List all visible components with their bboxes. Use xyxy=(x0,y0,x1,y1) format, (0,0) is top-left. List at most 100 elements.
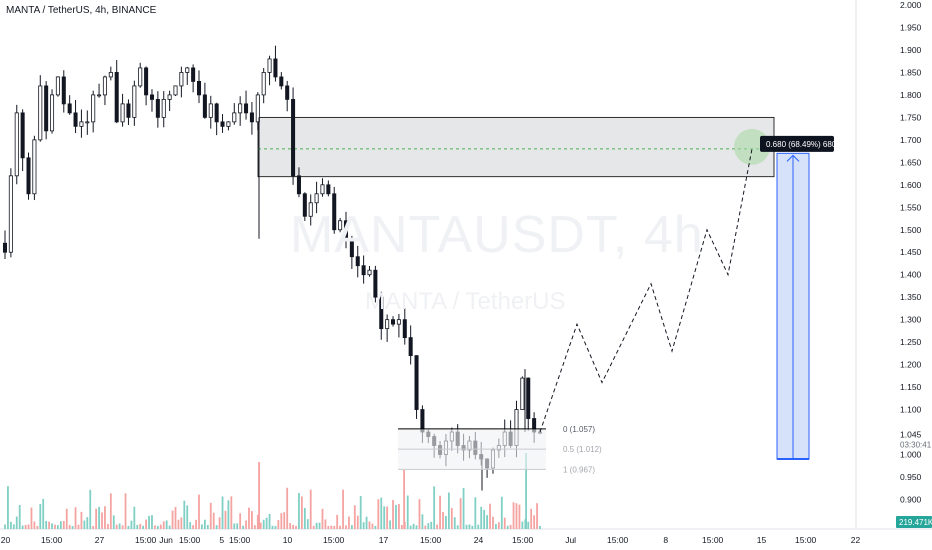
price-axis[interactable]: 2.000 1.950 1.900 1.850 1.800 1.750 1.700 1.650… xyxy=(896,0,932,528)
candle-body xyxy=(85,121,90,124)
candle-body xyxy=(97,94,102,97)
candle-body xyxy=(238,103,243,114)
volume-bar xyxy=(180,517,183,529)
price-tick-label: 1.000 xyxy=(900,450,922,460)
volume-bar xyxy=(54,524,56,529)
time-tick-label: 10 xyxy=(283,535,293,545)
volume-bar xyxy=(445,515,447,529)
volume-bar xyxy=(174,507,177,529)
volume-bar xyxy=(142,525,145,529)
volume-bar xyxy=(39,503,42,529)
candle-body xyxy=(520,377,525,410)
candle-body xyxy=(114,72,119,123)
fib-level-label: 0.5 (1.012) xyxy=(563,445,602,454)
volume-layer xyxy=(4,453,541,529)
time-tick-label: 15:00 xyxy=(229,535,251,545)
volume-bar xyxy=(4,524,6,529)
volume-bar xyxy=(104,506,106,529)
candle-body xyxy=(108,72,113,78)
candle-body xyxy=(144,67,149,96)
volume-bar xyxy=(348,516,350,529)
volume-bar xyxy=(459,498,462,529)
volume-bar xyxy=(18,504,21,529)
candle-body xyxy=(55,76,60,96)
volume-bar xyxy=(42,498,45,529)
volume-bar xyxy=(201,524,203,529)
volume-bar xyxy=(536,503,538,529)
candle-body xyxy=(320,184,325,195)
volume-bar xyxy=(433,486,436,529)
price-tick-label: 1.650 xyxy=(900,157,922,167)
volume-bar xyxy=(59,521,62,529)
volume-bar xyxy=(136,524,139,529)
candle-body xyxy=(338,220,343,231)
volume-bar xyxy=(92,525,95,529)
volume-bar xyxy=(177,519,180,529)
candle-body xyxy=(67,103,72,114)
volume-bar xyxy=(162,521,165,529)
candle-body xyxy=(32,139,37,195)
candle-body xyxy=(2,242,8,253)
volume-bar xyxy=(271,525,274,529)
candle-body xyxy=(261,72,266,96)
price-tick-label: 2.000 xyxy=(900,0,922,10)
time-axis[interactable]: 20 15:00 27 15:00 Jun 15:00 5 15:00 10 15:00 17 15:… xyxy=(1,535,861,545)
volume-bar xyxy=(424,525,427,529)
volume-bar xyxy=(192,525,195,529)
candle-body xyxy=(232,112,237,123)
volume-bar xyxy=(154,525,156,529)
volume-bar xyxy=(395,504,397,529)
volume-bar xyxy=(506,525,509,529)
volume-bar xyxy=(489,503,491,529)
candle-body xyxy=(379,296,384,330)
candle-body xyxy=(185,67,190,73)
volume-bar xyxy=(336,514,339,529)
volume-bar xyxy=(406,495,409,529)
volume-bar xyxy=(12,524,15,529)
volume-bar xyxy=(300,496,303,529)
candle-body xyxy=(402,319,407,339)
price-tick-label: 1.950 xyxy=(900,22,922,32)
volume-bar xyxy=(315,522,318,529)
volume-bar xyxy=(468,524,471,529)
volume-bar xyxy=(298,493,300,529)
fib-level-label: 0 (1.057) xyxy=(563,425,595,434)
volume-bar xyxy=(62,520,65,529)
candle-layer xyxy=(2,45,543,491)
time-tick-label: 15:00 xyxy=(420,535,442,545)
volume-bar xyxy=(465,524,468,529)
time-tick-label: 15:00 xyxy=(323,535,345,545)
resistance-zone xyxy=(257,116,775,178)
volume-bar xyxy=(227,500,230,529)
candle-body xyxy=(255,94,260,123)
time-tick-label: 5 xyxy=(219,535,224,545)
countdown-label: 03:30:41 xyxy=(900,440,932,449)
volume-bar xyxy=(139,523,142,529)
price-tick-label: 1.900 xyxy=(900,45,922,55)
volume-bar xyxy=(430,521,433,529)
volume-bar xyxy=(515,503,518,529)
candle-body xyxy=(308,202,313,217)
candle-body xyxy=(196,81,202,96)
volume-bar xyxy=(36,525,39,529)
price-tick-label: 0.900 xyxy=(900,494,922,504)
volume-bar xyxy=(330,525,333,529)
volume-bar xyxy=(342,489,344,529)
volume-bar xyxy=(233,523,236,529)
price-tick-label: 1.300 xyxy=(900,315,922,325)
volume-bar xyxy=(383,506,386,529)
volume-bar xyxy=(527,521,530,529)
volume-bar xyxy=(183,500,186,529)
volume-bar xyxy=(265,517,268,529)
volume-bar xyxy=(86,517,89,529)
volume-bar xyxy=(442,511,444,529)
candle-body xyxy=(302,193,307,217)
volume-bar xyxy=(497,522,500,529)
volume-bar xyxy=(121,525,124,529)
volume-bar xyxy=(57,525,59,529)
drawing-layer[interactable]: 0 (1.057) 0.5 (1.012) 1 (0.967) 0.680 (68.4… xyxy=(398,128,837,474)
candle-body xyxy=(408,337,413,357)
time-tick-label: 15:00 xyxy=(607,535,629,545)
